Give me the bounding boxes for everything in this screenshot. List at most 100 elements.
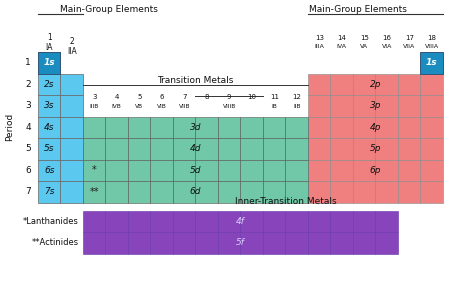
Text: VIIIB: VIIIB — [223, 104, 236, 109]
Bar — [240, 232, 263, 253]
Text: 17: 17 — [405, 35, 414, 41]
Text: 12: 12 — [292, 94, 301, 100]
Bar — [285, 138, 308, 160]
Bar — [330, 95, 353, 117]
Bar — [263, 210, 285, 232]
Text: 10: 10 — [247, 94, 256, 100]
Bar — [195, 138, 218, 160]
Bar — [263, 138, 285, 160]
Text: 5: 5 — [25, 144, 31, 153]
Bar — [353, 232, 375, 253]
Text: Period: Period — [6, 113, 15, 141]
Bar — [420, 52, 443, 73]
Bar — [61, 117, 83, 138]
Bar — [128, 160, 151, 181]
Text: 6s: 6s — [44, 166, 55, 175]
Text: 5f: 5f — [236, 238, 245, 247]
Text: 9: 9 — [227, 94, 231, 100]
Text: 3p: 3p — [370, 101, 381, 110]
Text: VIIA: VIIA — [403, 44, 415, 49]
Bar — [128, 181, 151, 202]
Bar — [38, 181, 61, 202]
Bar — [195, 160, 218, 181]
Bar — [128, 232, 151, 253]
Text: VA: VA — [360, 44, 368, 49]
Text: 1s: 1s — [426, 58, 438, 67]
Bar — [38, 52, 61, 73]
Bar — [83, 138, 106, 160]
Bar — [330, 232, 353, 253]
Bar — [285, 210, 308, 232]
Bar — [330, 138, 353, 160]
Bar — [420, 73, 443, 95]
Bar — [106, 160, 128, 181]
Bar — [240, 138, 263, 160]
Text: 1: 1 — [25, 58, 31, 67]
Bar — [173, 138, 195, 160]
Text: IVB: IVB — [112, 104, 122, 109]
Bar — [353, 210, 375, 232]
Bar — [173, 210, 195, 232]
Bar — [61, 160, 83, 181]
Bar — [106, 138, 128, 160]
Bar — [128, 117, 151, 138]
Bar — [151, 232, 173, 253]
Bar — [218, 160, 240, 181]
Bar — [106, 232, 128, 253]
Text: 4f: 4f — [236, 217, 245, 226]
Bar — [263, 160, 285, 181]
Bar — [173, 232, 195, 253]
Text: 16: 16 — [382, 35, 391, 41]
Bar — [353, 181, 375, 202]
Bar — [240, 210, 263, 232]
Bar — [398, 95, 420, 117]
Text: VIIB: VIIB — [179, 104, 190, 109]
Text: Main-Group Elements: Main-Group Elements — [309, 5, 407, 14]
Bar — [38, 52, 61, 73]
Text: IA: IA — [46, 43, 53, 52]
Bar — [420, 160, 443, 181]
Bar — [195, 181, 218, 202]
Bar — [285, 181, 308, 202]
Bar — [353, 160, 375, 181]
Bar — [83, 181, 106, 202]
Bar — [285, 160, 308, 181]
Bar — [420, 138, 443, 160]
Text: 4: 4 — [115, 94, 119, 100]
Text: 15: 15 — [360, 35, 369, 41]
Bar — [308, 73, 330, 95]
Bar — [218, 210, 240, 232]
Bar — [38, 160, 61, 181]
Bar — [263, 117, 285, 138]
Text: 6: 6 — [159, 94, 164, 100]
Bar — [61, 181, 83, 202]
Bar — [151, 160, 173, 181]
Bar — [420, 181, 443, 202]
Bar — [330, 210, 353, 232]
Bar — [308, 232, 330, 253]
Bar — [128, 138, 151, 160]
Bar — [173, 160, 195, 181]
Bar — [375, 232, 398, 253]
Bar — [308, 210, 330, 232]
Bar — [195, 232, 218, 253]
Text: IIIB: IIIB — [90, 104, 99, 109]
Text: 6: 6 — [25, 166, 31, 175]
Bar — [173, 117, 195, 138]
Bar — [308, 95, 330, 117]
Bar — [330, 73, 353, 95]
Bar — [420, 117, 443, 138]
Bar — [375, 95, 398, 117]
Text: 3d: 3d — [190, 123, 201, 132]
Text: 5s: 5s — [44, 144, 55, 153]
Bar — [83, 117, 106, 138]
Bar — [375, 210, 398, 232]
Bar — [195, 210, 218, 232]
Text: 1s: 1s — [44, 58, 55, 67]
Bar — [353, 95, 375, 117]
Text: 11: 11 — [270, 94, 279, 100]
Bar — [151, 138, 173, 160]
Bar — [83, 232, 106, 253]
Bar — [38, 117, 61, 138]
Bar — [128, 210, 151, 232]
